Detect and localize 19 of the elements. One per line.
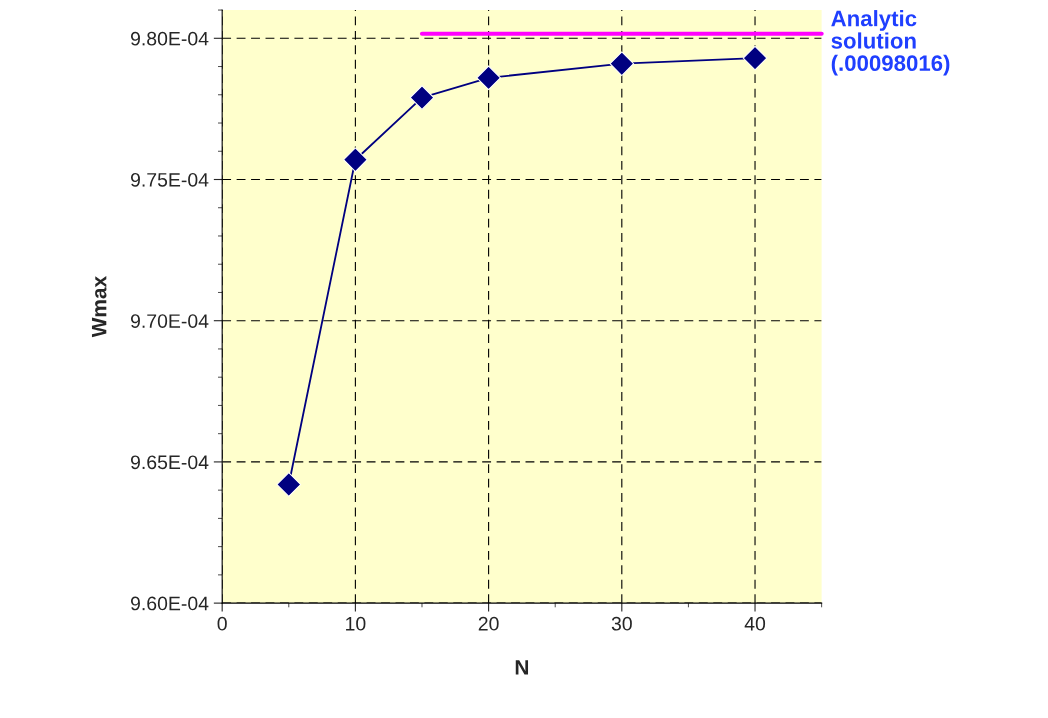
y-tick-label: 9.60E-04	[130, 596, 209, 611]
point	[343, 147, 368, 173]
x-tick-label: 30	[611, 616, 632, 631]
x-axis-title: N	[515, 660, 529, 675]
y-tick-label: 9.80E-04	[130, 31, 209, 46]
y-tick-label: 9.65E-04	[130, 455, 209, 470]
y-tick-label: 9.70E-04	[130, 314, 209, 328]
x-tick-label: 10	[346, 616, 366, 631]
x-tick-label: 20	[478, 616, 499, 631]
text: Analytic solution (.00098016)	[831, 10, 950, 76]
point	[609, 51, 635, 77]
x-tick-label: 0	[217, 616, 227, 631]
point	[742, 45, 768, 71]
y-axis-title: Wmax	[91, 276, 107, 338]
y-tick-label: 9.75E-04	[130, 172, 209, 187]
point	[476, 65, 501, 91]
x-tick-label: 40	[744, 616, 766, 631]
point	[409, 85, 435, 110]
point	[276, 472, 302, 497]
